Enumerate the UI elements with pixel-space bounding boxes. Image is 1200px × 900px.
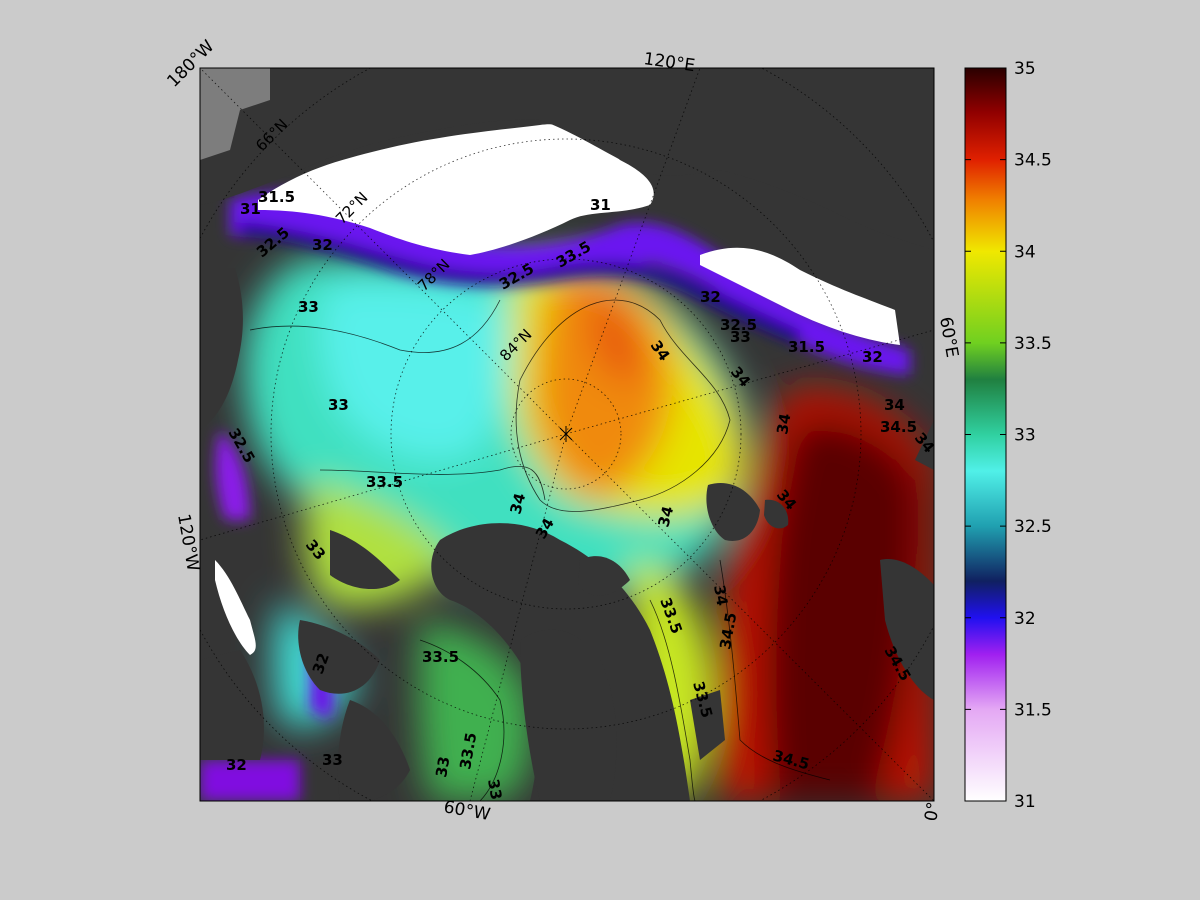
contour-label-31: 31 <box>590 196 611 214</box>
contour-label-33-5: 33.5 <box>422 648 459 666</box>
contour-label-32: 32 <box>226 756 247 774</box>
contour-label-34: 34 <box>654 504 677 529</box>
lon-label-0: 0° <box>921 800 944 823</box>
colorbar-tick-label: 32.5 <box>1014 517 1052 537</box>
contour-label-32: 32 <box>862 348 883 366</box>
colorbar-tick-label: 32 <box>1014 609 1036 629</box>
contour-label-34: 34 <box>506 491 529 516</box>
contour-label-33: 33 <box>322 751 343 769</box>
contour-label-34-5: 34.5 <box>880 418 917 436</box>
lon-label-60e: 60°E <box>935 315 962 359</box>
colorbar: 35 34.5 34 33.5 33 32.5 32 31.5 31 <box>964 59 1052 812</box>
contour-label-34: 34 <box>773 412 794 436</box>
lon-label-120w: 120°W <box>173 512 203 573</box>
colorbar-tick-label: 33.5 <box>1014 334 1052 354</box>
colorbar-tick-label: 34.5 <box>1014 151 1052 171</box>
colorbar-tick-label: 33 <box>1014 426 1036 446</box>
contour-label-32-5: 32.5 <box>720 316 757 334</box>
contour-label-31-5: 31.5 <box>788 338 825 356</box>
colorbar-gradient <box>964 67 1007 802</box>
contour-label-32: 32 <box>700 288 721 306</box>
map-panel: 66°N 72°N 78°N 84°N 31 31.5 32.5 32 33 3… <box>199 67 938 802</box>
contour-label-33: 33 <box>328 396 349 414</box>
contour-label-34: 34 <box>884 396 905 414</box>
contour-label-31: 31 <box>240 200 261 218</box>
contour-label-33: 33 <box>484 778 505 802</box>
colorbar-tick-label: 35 <box>1014 59 1036 79</box>
contour-label-32: 32 <box>312 236 333 254</box>
contour-label-34: 34 <box>710 584 731 608</box>
contour-label-33: 33 <box>298 298 319 316</box>
contour-label-33: 33 <box>730 328 751 346</box>
colorbar-tick-label: 34 <box>1014 242 1036 262</box>
contour-label-33-5: 33.5 <box>366 473 403 491</box>
colorbar-tick-label: 31.5 <box>1014 700 1052 720</box>
colorbar-tick-label: 31 <box>1014 792 1036 812</box>
contour-label-31-5: 31.5 <box>258 188 295 206</box>
contour-label-33: 33 <box>432 755 453 779</box>
